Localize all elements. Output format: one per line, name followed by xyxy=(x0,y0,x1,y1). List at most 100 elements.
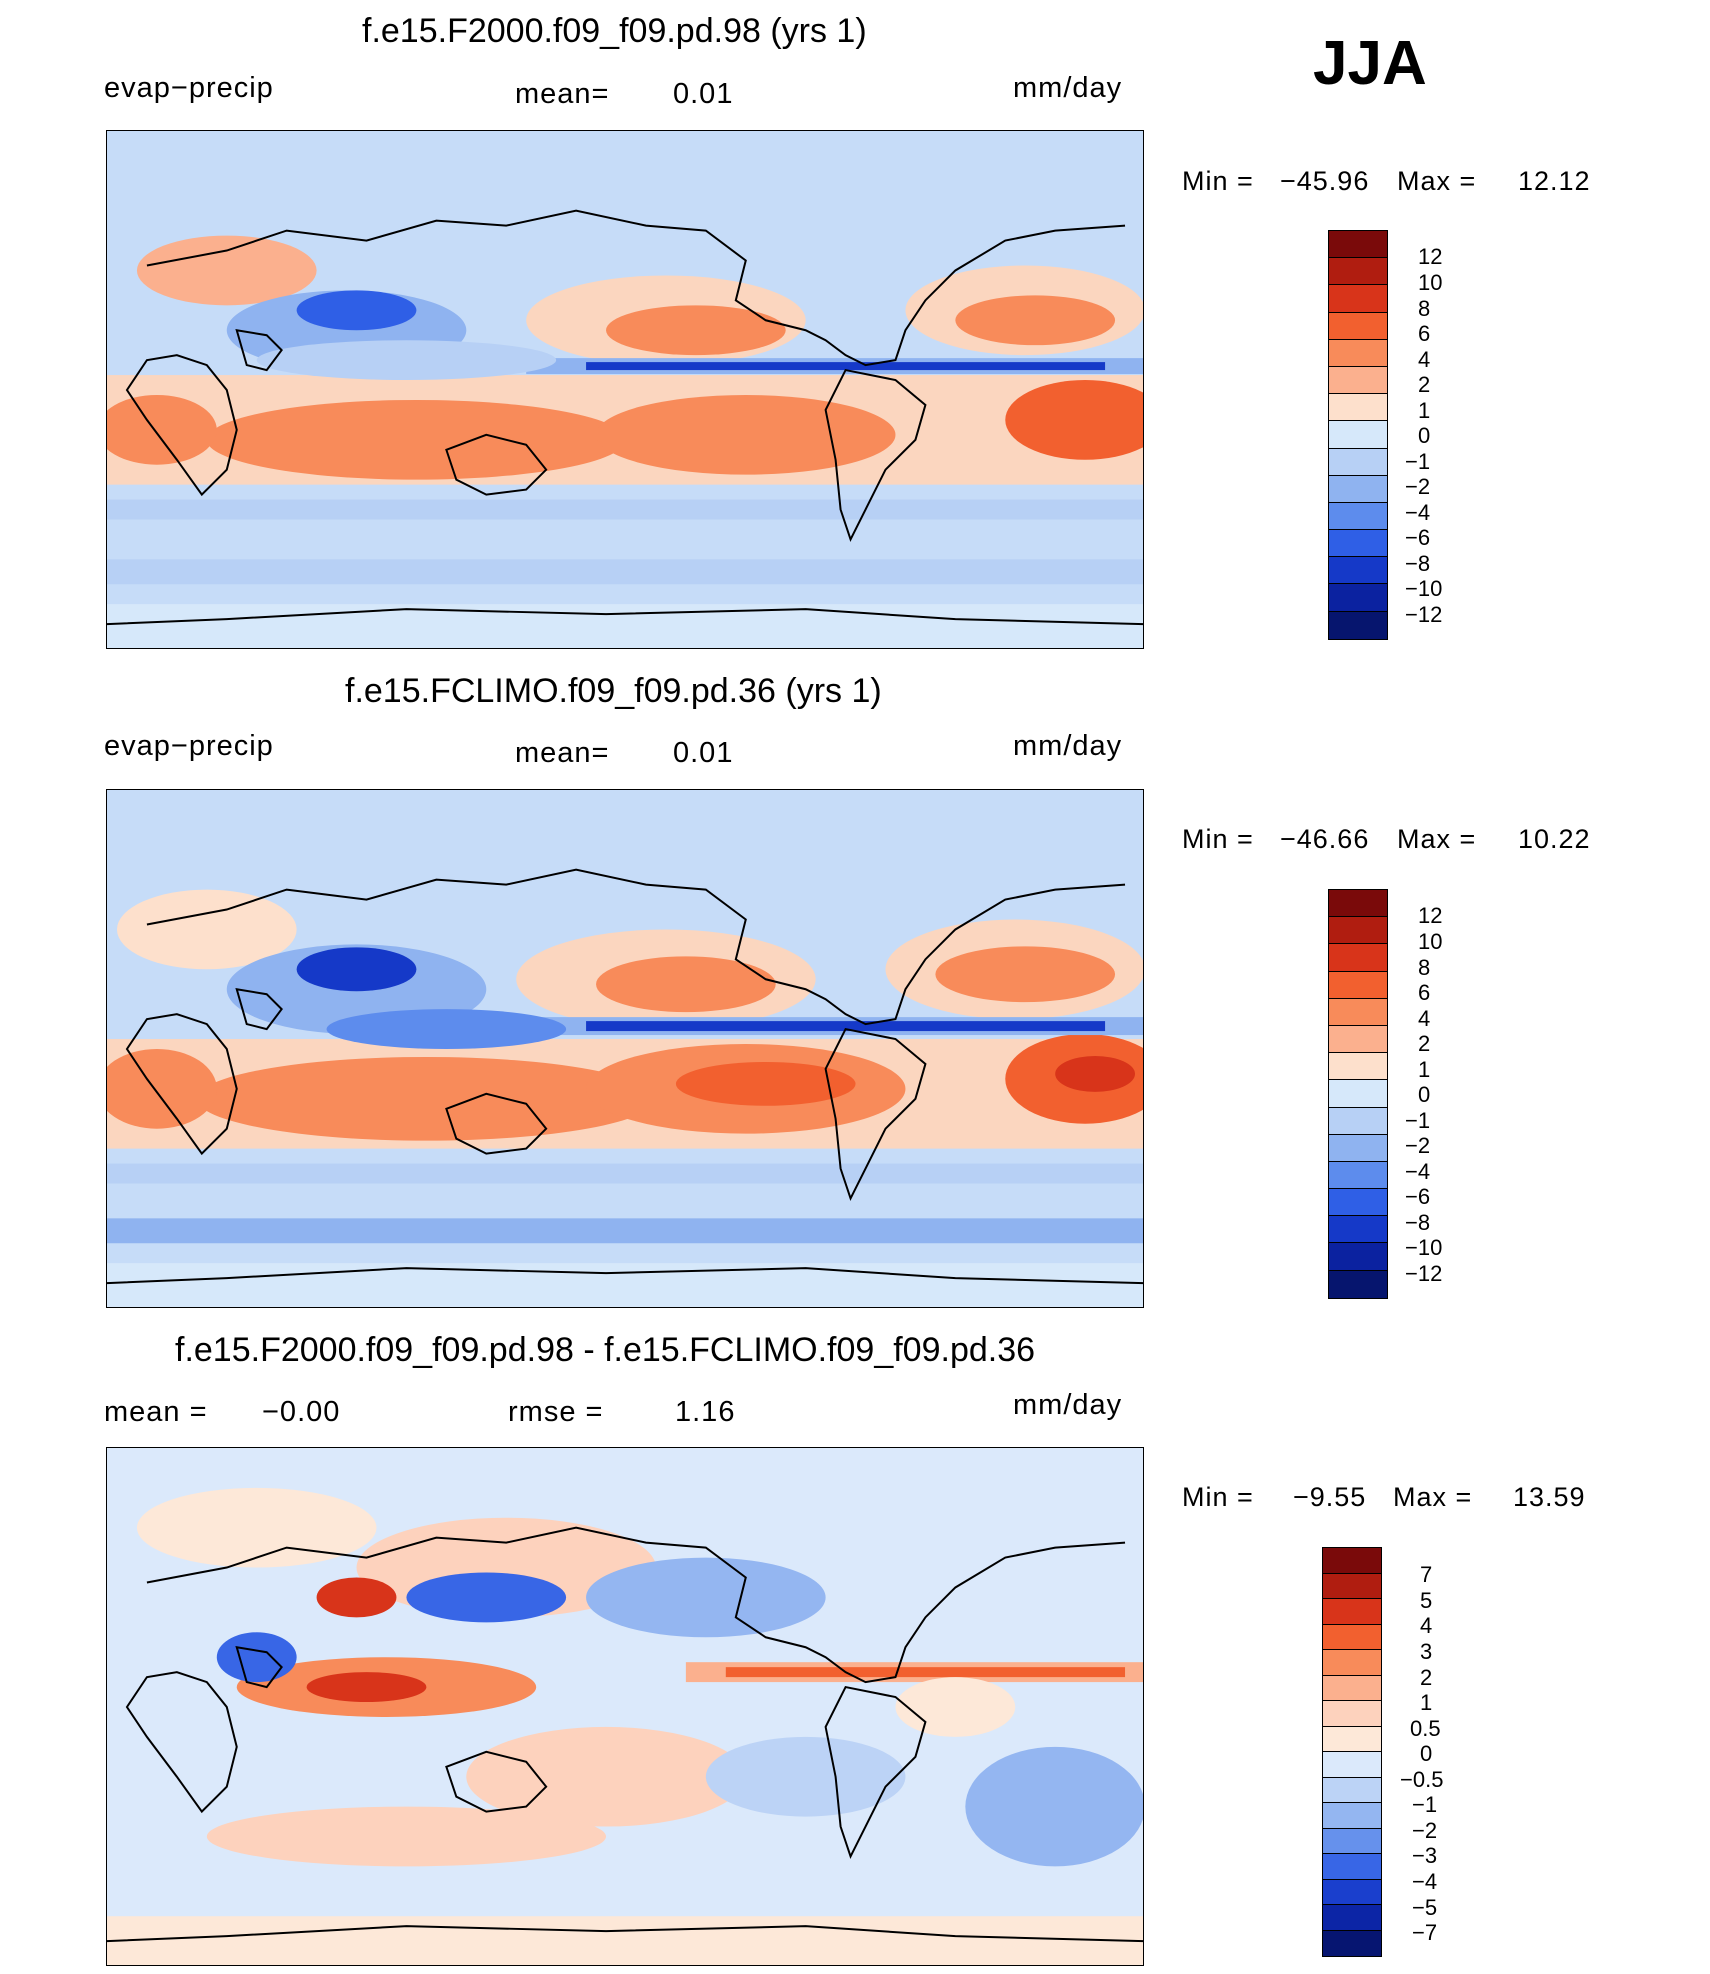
panel3-colorbar-swatch xyxy=(1323,1650,1381,1676)
panel1-max-label: Max = xyxy=(1397,166,1477,196)
panel3-colorbar-swatch xyxy=(1323,1726,1381,1752)
panel2-colorbar-swatch xyxy=(1329,944,1387,972)
panel2-colorbar-label: −1 xyxy=(1405,1108,1431,1133)
panel2-colorbar-swatch xyxy=(1329,1216,1387,1244)
panel1-colorbar-swatch xyxy=(1329,557,1387,585)
panel3-mean-value: −0.00 xyxy=(262,1396,341,1428)
panel2-colorbar-swatch xyxy=(1329,917,1387,945)
panel2-colorbar-swatch xyxy=(1329,971,1387,999)
panel1-colorbar-label: 8 xyxy=(1418,296,1431,321)
panel3-max-label: Max = xyxy=(1393,1482,1473,1512)
panel3-mean-label: mean = xyxy=(104,1396,208,1428)
panel1-colorbar-label: −6 xyxy=(1405,525,1431,550)
panel3-colorbar-swatch xyxy=(1323,1548,1381,1574)
panel3-colorbar-label: −2 xyxy=(1412,1818,1438,1843)
panel2-colorbar-label: 6 xyxy=(1418,980,1431,1005)
panel1-units: mm/day xyxy=(1013,72,1123,104)
panel3-colorbar-label: 5 xyxy=(1420,1588,1433,1613)
panel1-colorbar-label: −10 xyxy=(1405,576,1443,601)
panel2-mean-value: 0.01 xyxy=(673,737,734,769)
panel3-colorbar-swatch xyxy=(1323,1905,1381,1931)
panel1-min-label: Min = xyxy=(1182,166,1254,196)
panel2-max-label: Max = xyxy=(1397,824,1477,854)
panel1-colorbar-swatch xyxy=(1329,611,1387,639)
panel2-colorbar-swatch xyxy=(1329,890,1387,918)
panel2-colorbar-swatch xyxy=(1329,1080,1387,1108)
panel2-map-svg xyxy=(107,790,1143,1307)
panel3-colorbar-label: 4 xyxy=(1420,1613,1433,1638)
panel1-map xyxy=(106,130,1144,649)
panel3-colorbar-label: −7 xyxy=(1412,1920,1438,1945)
panel1-title: f.e15.F2000.f09_f09.pd.98 (yrs 1) xyxy=(362,12,867,50)
panel2-colorbar-label: −6 xyxy=(1405,1184,1431,1209)
panel1-colorbar-label: −8 xyxy=(1405,551,1431,576)
panel3-colorbar-label: 1 xyxy=(1420,1690,1433,1715)
season-label: JJA xyxy=(1313,29,1427,98)
panel3-colorbar-label: −4 xyxy=(1412,1869,1438,1894)
panel2-colorbar-label: 10 xyxy=(1418,929,1443,954)
panel3-colorbar-swatch xyxy=(1323,1854,1381,1880)
panel1-max-value: 12.12 xyxy=(1518,166,1591,196)
panel1-colorbar-swatch xyxy=(1329,421,1387,449)
panel3-colorbar-swatch xyxy=(1323,1624,1381,1650)
panel3-colorbar-swatch xyxy=(1323,1828,1381,1854)
panel3-units: mm/day xyxy=(1013,1389,1123,1421)
panel1-colorbar-swatch xyxy=(1329,448,1387,476)
panel1-colorbar-swatch xyxy=(1329,584,1387,612)
panel3-colorbar-label: −1 xyxy=(1412,1792,1438,1817)
panel3-colorbar-label: 2 xyxy=(1420,1665,1433,1690)
panel2-colorbar-swatch xyxy=(1329,1053,1387,1081)
panel2-colorbar-label: −12 xyxy=(1405,1261,1443,1286)
panel3-colorbar-swatch xyxy=(1323,1930,1381,1956)
panel2-colorbar-label: 12 xyxy=(1418,903,1443,928)
panel3-colorbar-swatch xyxy=(1323,1803,1381,1829)
panel1-colorbar-swatch xyxy=(1329,231,1387,259)
panel3-colorbar-label: 7 xyxy=(1420,1562,1433,1587)
panel1-colorbar-label: −1 xyxy=(1405,449,1431,474)
panel1-colorbar-label: 6 xyxy=(1418,321,1431,346)
panel3-colorbar xyxy=(1322,1547,1382,1957)
panel2-colorbar-label: −10 xyxy=(1405,1235,1443,1260)
panel1-colorbar-label: 2 xyxy=(1418,372,1431,397)
panel2-colorbar-label: 4 xyxy=(1418,1006,1431,1031)
panel2-colorbar-label: 8 xyxy=(1418,955,1431,980)
panel1-colorbar-label: −4 xyxy=(1405,500,1431,525)
panel1-colorbar-swatch xyxy=(1329,312,1387,340)
panel3-min-label: Min = xyxy=(1182,1482,1254,1512)
panel3-colorbar-swatch xyxy=(1323,1777,1381,1803)
panel3-min-value: −9.55 xyxy=(1293,1482,1367,1512)
panel3-colorbar-swatch xyxy=(1323,1752,1381,1778)
panel2-map xyxy=(106,789,1144,1308)
panel1-colorbar-swatch xyxy=(1329,366,1387,395)
panel1-colorbar-label: 1 xyxy=(1418,398,1431,423)
panel3-colorbar-label: −3 xyxy=(1412,1843,1438,1868)
panel1-colorbar-label: 10 xyxy=(1418,270,1443,295)
panel2-units: mm/day xyxy=(1013,730,1123,762)
panel2-colorbar-swatch xyxy=(1329,1134,1387,1162)
panel2-colorbar-swatch xyxy=(1329,1161,1387,1190)
panel3-colorbar-label: −0.5 xyxy=(1400,1767,1444,1792)
panel1-min-value: −45.96 xyxy=(1280,166,1370,196)
panel1-map-svg xyxy=(107,131,1143,648)
panel3-colorbar-swatch xyxy=(1323,1701,1381,1727)
panel1-mean-value: 0.01 xyxy=(673,78,734,110)
panel3-title: f.e15.F2000.f09_f09.pd.98 - f.e15.FCLIMO… xyxy=(175,1331,1036,1369)
panel3-colorbar-swatch xyxy=(1323,1573,1381,1599)
panel1-colorbar-swatch xyxy=(1329,339,1387,367)
panel2-colorbar-swatch xyxy=(1329,998,1387,1026)
panel2-colorbar-label: 0 xyxy=(1418,1082,1431,1107)
panel1-colorbar-swatch xyxy=(1329,394,1387,422)
panel3-rmse-label: rmse = xyxy=(508,1396,604,1428)
panel3-rmse-value: 1.16 xyxy=(675,1396,736,1428)
panel2-colorbar-swatch xyxy=(1329,1270,1387,1298)
panel2-colorbar-label: −8 xyxy=(1405,1210,1431,1235)
panel3-colorbar-swatch xyxy=(1323,1675,1381,1701)
panel1-colorbar-label: −2 xyxy=(1405,474,1431,499)
panel1-colorbar-swatch xyxy=(1329,475,1387,503)
panel3-colorbar-swatch xyxy=(1323,1879,1381,1905)
panel1-colorbar-swatch xyxy=(1329,530,1387,558)
panel2-colorbar-swatch xyxy=(1329,1189,1387,1217)
panel2-colorbar-label: 1 xyxy=(1418,1057,1431,1082)
panel2-colorbar-label: −2 xyxy=(1405,1133,1431,1158)
panel2-colorbar-swatch xyxy=(1329,1243,1387,1271)
